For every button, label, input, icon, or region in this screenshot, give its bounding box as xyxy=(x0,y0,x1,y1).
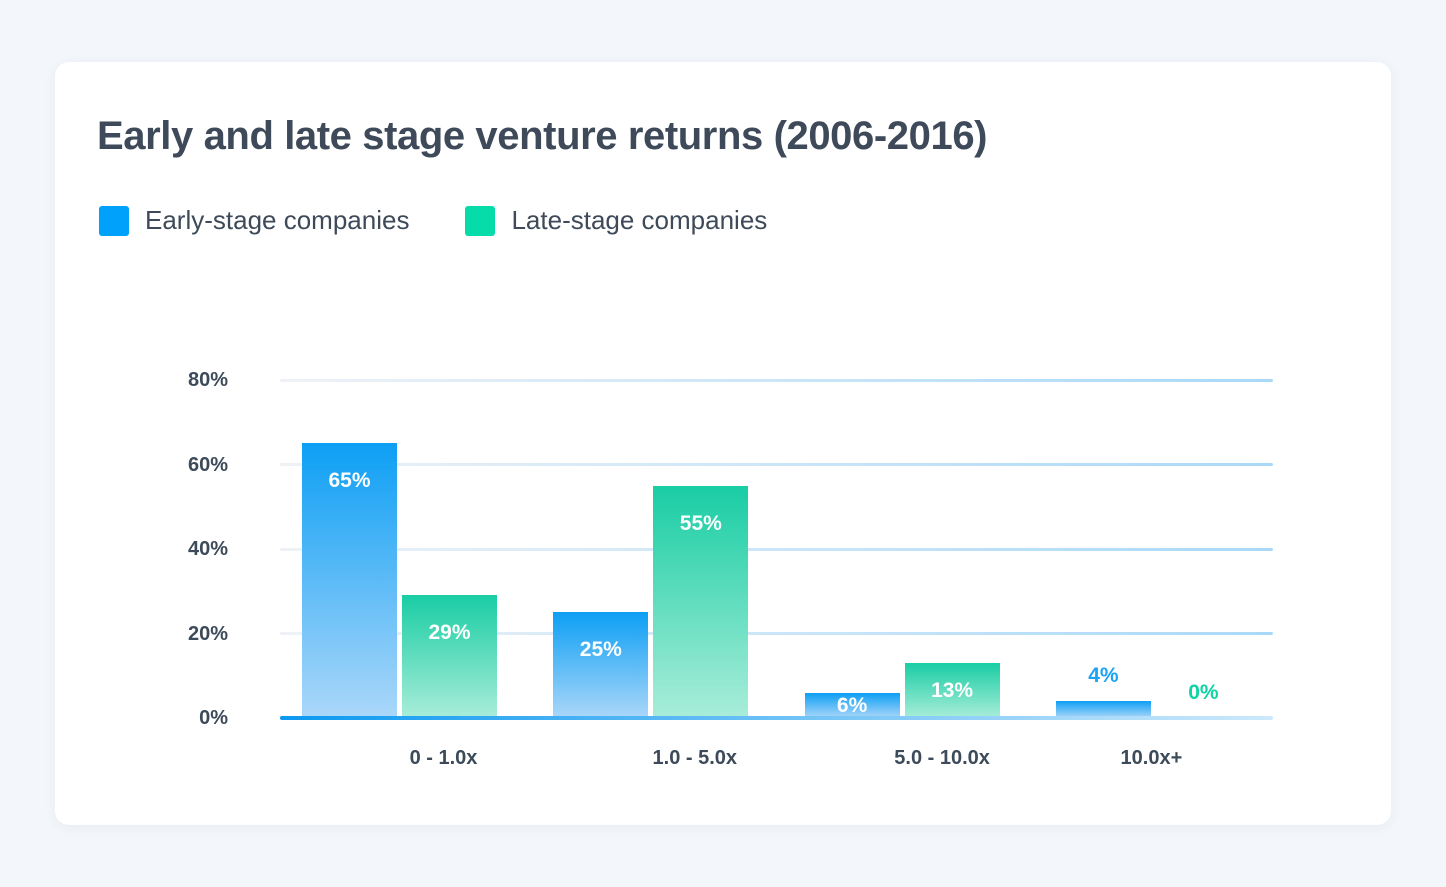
legend-label-late-stage: Late-stage companies xyxy=(511,205,768,235)
chart-title: Early and late stage venture returns (20… xyxy=(97,114,988,158)
value-label-early-stage-companies-10.0x+: 4% xyxy=(1088,664,1119,687)
late-stage-swatch-icon xyxy=(465,205,496,236)
y-axis-tick-label-60: 60% xyxy=(187,453,228,476)
bar-late-stage-companies-5.0-10.0x: 13% xyxy=(904,663,1000,718)
bar-early-stage-companies-0-1.0x: 65% xyxy=(302,443,397,718)
value-label-early-stage-companies-5.0-10.0x: 6% xyxy=(836,694,868,717)
value-label-late-stage-companies-0-1.0x: 29% xyxy=(428,621,471,644)
legend: Early-stage companies Late-stage compani… xyxy=(99,205,767,236)
gridline-20 xyxy=(280,632,1273,635)
x-axis-category-label-5.0-10.0x: 5.0 - 10.0x xyxy=(894,747,990,769)
gridline-40 xyxy=(280,547,1273,551)
legend-label-early-stage: Early-stage companies xyxy=(145,205,410,235)
bar-early-stage-companies-5.0-10.0x: 6% xyxy=(804,693,900,718)
bar-chart: 80% 60% 40% 20% 0% 65% 25% 6% 4% 29% 55% 13% 0% 0 - 1… xyxy=(55,62,1391,825)
legend-item-early-stage: Early-stage companies xyxy=(99,205,409,236)
value-label-early-stage-companies-1.0-5.0x: 25% xyxy=(579,638,622,661)
gridline-60 xyxy=(280,463,1273,466)
value-label-late-stage-companies-1.0-5.0x: 55% xyxy=(679,512,722,535)
bar-late-stage-companies-1.0-5.0x: 55% xyxy=(653,486,749,718)
legend-item-late-stage: Late-stage companies xyxy=(465,205,767,236)
x-axis-category-label-1.0-5.0x: 1.0 - 5.0x xyxy=(652,747,738,769)
early-stage-swatch-icon xyxy=(99,205,129,236)
bar-early-stage-companies-10.0x+ xyxy=(1055,701,1151,718)
y-axis-tick-label-20: 20% xyxy=(187,622,228,645)
value-label-late-stage-companies-10.0x+: 0% xyxy=(1188,681,1219,704)
bar-late-stage-companies-0-1.0x: 29% xyxy=(402,595,497,718)
y-axis-tick-label-40: 40% xyxy=(187,538,228,560)
chart-card: Early and late stage venture returns (20… xyxy=(55,62,1391,825)
y-axis-tick-label-80: 80% xyxy=(187,369,228,391)
y-axis-tick-label-0: 0% xyxy=(199,707,228,729)
x-axis-category-label-10.0x+: 10.0x+ xyxy=(1120,747,1183,769)
gridline-80 xyxy=(280,378,1273,382)
bar-early-stage-companies-1.0-5.0x: 25% xyxy=(553,612,649,718)
value-label-early-stage-companies-0-1.0x: 65% xyxy=(328,469,371,492)
value-label-late-stage-companies-5.0-10.0x: 13% xyxy=(931,678,974,702)
x-axis-category-label-0-1.0x: 0 - 1.0x xyxy=(409,747,478,769)
x-axis-line xyxy=(280,716,1273,720)
